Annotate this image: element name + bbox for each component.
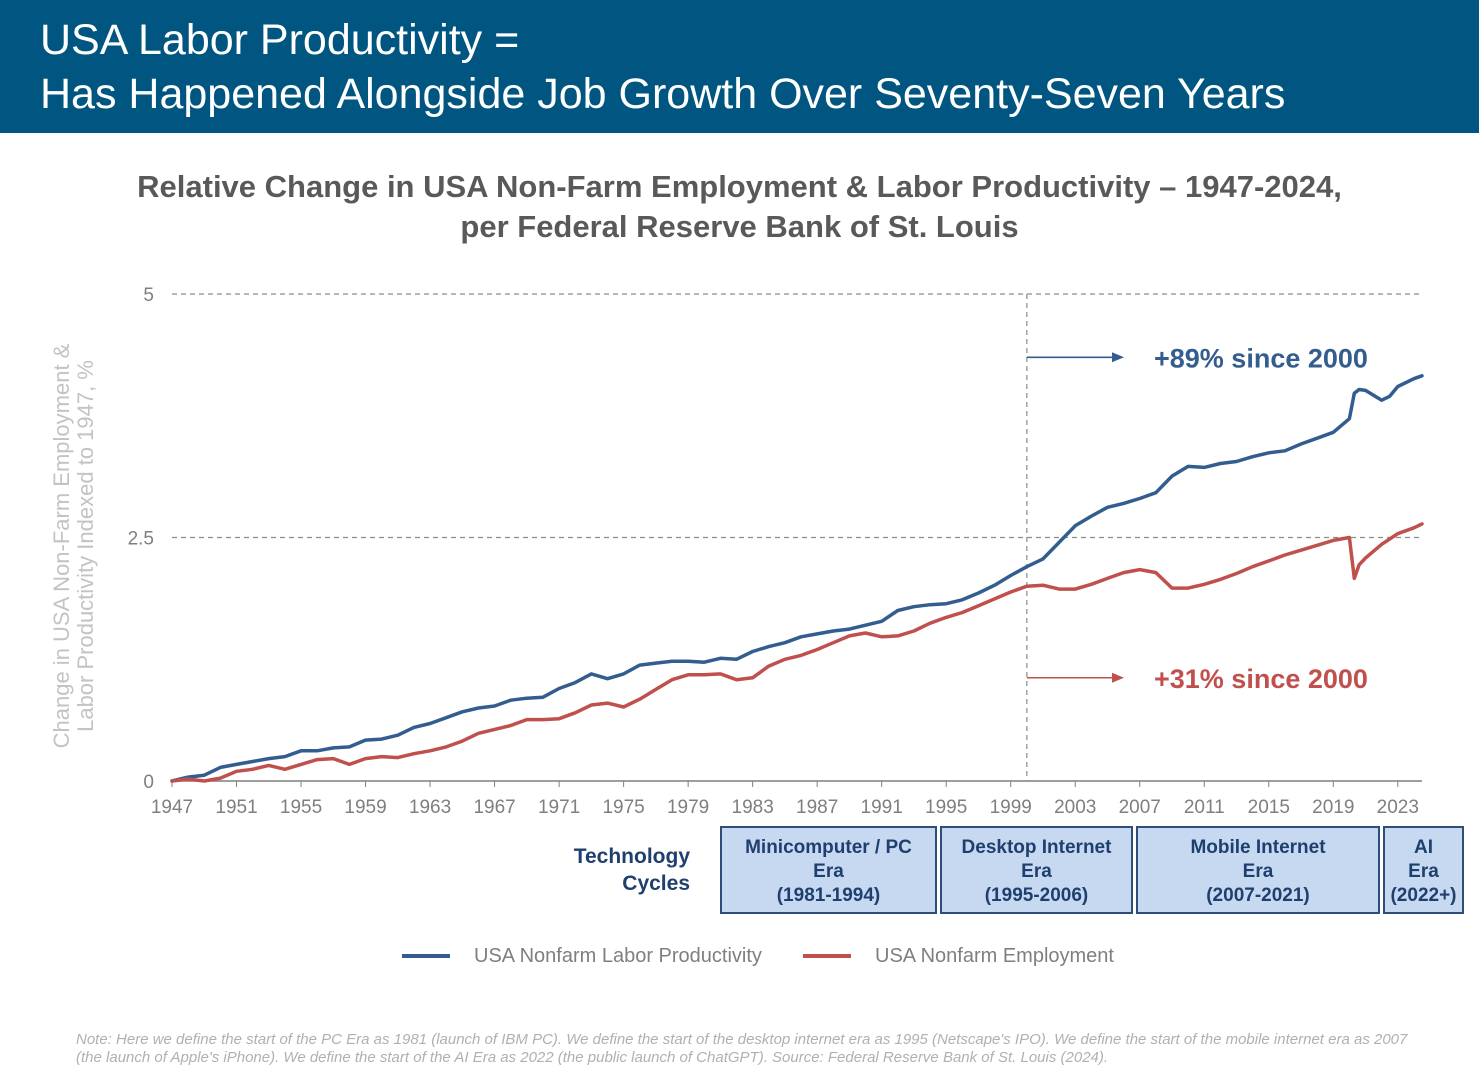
era-suffix: Era — [1021, 861, 1052, 882]
annotation-arrow-head — [1112, 672, 1124, 683]
era-years: (2022+) — [1390, 885, 1457, 906]
x-tick-label: 1951 — [215, 797, 257, 818]
era-years: (1995-2006) — [984, 885, 1089, 906]
x-tick-label: 1991 — [861, 797, 903, 818]
era-box-desktop-internet: Desktop Internet Era (1995-2006) — [940, 826, 1133, 914]
x-tick-label: 1971 — [538, 797, 580, 818]
era-box-pc: Minicomputer / PC Era (1981-1994) — [720, 826, 937, 914]
x-tick-label: 1983 — [732, 797, 774, 818]
footnote: Note: Here we define the start of the PC… — [76, 1031, 1408, 1066]
era-suffix: Era — [1408, 861, 1439, 882]
x-tick-label: 2003 — [1054, 797, 1096, 818]
era-name: Mobile Internet — [1190, 837, 1326, 858]
annotation-productivity: +89% since 2000 — [1154, 343, 1368, 373]
x-tick-label: 1975 — [602, 797, 644, 818]
x-tick-label: 1955 — [280, 797, 322, 818]
x-tick-label: 2011 — [1184, 797, 1225, 818]
x-tick-label: 1947 — [151, 797, 193, 818]
x-tick-label: 1959 — [344, 797, 386, 818]
x-tick-label: 2007 — [1119, 797, 1161, 818]
line-chart: 0 2.5 5 1947 1951 1955 1959 1963 1967 1971 1975 197… — [128, 285, 1424, 818]
x-tick-label: 1995 — [925, 797, 967, 818]
legend-label-productivity: USA Nonfarm Labor Productivity — [474, 944, 762, 967]
x-tick-label: 2019 — [1312, 797, 1354, 818]
legend-item-employment: USA Nonfarm Employment — [803, 942, 1114, 970]
era-years: (2007-2021) — [1206, 885, 1310, 906]
y-tick-label: 2.5 — [128, 529, 154, 550]
era-name: Minicomputer / PC — [745, 837, 912, 858]
x-axis: 0 2.5 5 1947 1951 1955 1959 1963 1967 1971 1975 197… — [128, 285, 1422, 818]
grid-lines — [172, 293, 1422, 539]
slide-header: USA Labor Productivity = Has Happened Al… — [0, 0, 1479, 133]
technology-cycles-label: Technology Cycles — [540, 843, 690, 897]
series-line-productivity — [170, 374, 1424, 783]
legend-item-productivity: USA Nonfarm Labor Productivity — [402, 942, 762, 970]
technology-cycles-label-line-2: Cycles — [622, 872, 690, 895]
legend-label-employment: USA Nonfarm Employment — [875, 944, 1114, 967]
slide-title-line-2: Has Happened Alongside Job Growth Over S… — [40, 70, 1286, 118]
x-tick-label: 1979 — [667, 797, 709, 818]
slide-title-line-1: USA Labor Productivity = — [40, 16, 520, 64]
annotation-arrow-head — [1112, 352, 1124, 363]
annotations: +89% since 2000 +31% since 2000 — [1026, 343, 1368, 694]
annotation-employment: +31% since 2000 — [1154, 664, 1368, 694]
era-name: Desktop Internet — [961, 837, 1112, 858]
x-tick-label: 1963 — [409, 797, 451, 818]
series-lines — [170, 374, 1424, 783]
era-suffix: Era — [813, 861, 844, 882]
series-line-employment — [170, 522, 1424, 783]
era-suffix: Era — [1242, 861, 1274, 882]
technology-cycles-label-line-1: Technology — [573, 845, 690, 868]
x-tick-label: 1999 — [990, 797, 1032, 818]
era-name: AI — [1414, 837, 1433, 858]
chart-title: Relative Change in USA Non-Farm Employme… — [137, 169, 1342, 204]
x-tick-label: 1987 — [796, 797, 838, 818]
era-box-ai: AI Era (2022+) — [1383, 826, 1464, 914]
x-tick-label: 1967 — [473, 797, 515, 818]
legend-swatch-employment — [803, 954, 851, 958]
y-tick-label: 0 — [143, 772, 154, 793]
era-years: (1981-1994) — [776, 885, 881, 906]
legend-swatch-productivity — [402, 954, 450, 958]
x-tick-label: 2015 — [1248, 797, 1290, 818]
x-tick-label: 2023 — [1377, 797, 1419, 818]
y-tick-label: 5 — [143, 285, 154, 306]
chart-subtitle: per Federal Reserve Bank of St. Louis — [460, 209, 1019, 244]
era-box-mobile-internet: Mobile Internet Era (2007-2021) — [1136, 826, 1380, 914]
